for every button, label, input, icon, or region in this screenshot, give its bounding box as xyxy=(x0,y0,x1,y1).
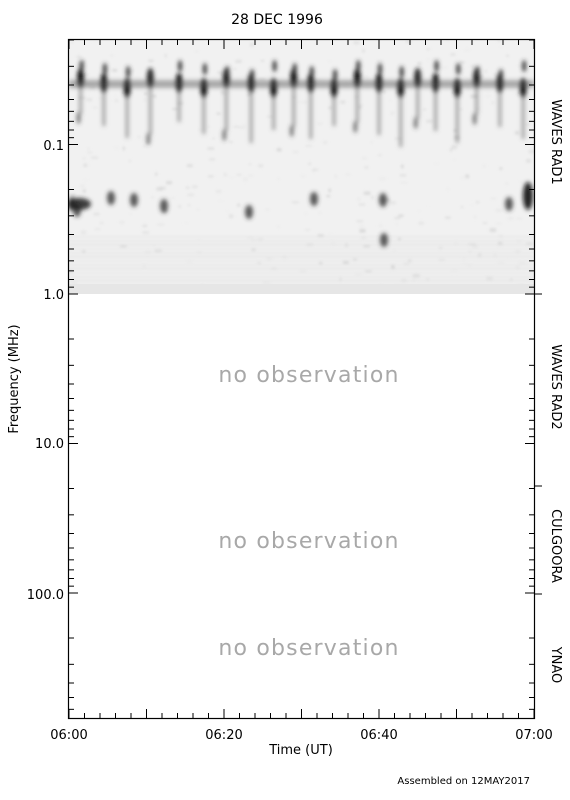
rad1-lower-edge xyxy=(69,284,534,294)
x-axis-title: Time (UT) xyxy=(268,743,333,758)
rad1-bursts xyxy=(69,60,534,247)
no-observation-ynao: no observation xyxy=(218,636,399,661)
y-tick-label-100.0: 100.0 xyxy=(27,588,64,603)
chart-title: 28 DEC 1996 xyxy=(231,12,323,28)
band-label-waves-rad2: WAVES RAD2 xyxy=(548,344,563,429)
no-observation-culgoora: no observation xyxy=(218,529,399,554)
band-label-culgoora: CULGOORA xyxy=(548,509,563,583)
assembled-date: Assembled on 12MAY2017 xyxy=(397,776,530,787)
rad1-background xyxy=(69,40,534,294)
plot-frame xyxy=(67,38,536,720)
x-tick-label-0640: 06:40 xyxy=(360,728,397,743)
y-tick-label-1.0: 1.0 xyxy=(43,288,64,303)
axis-ticks xyxy=(68,39,535,718)
x-tick-label-0700: 07:00 xyxy=(515,728,552,743)
x-tick-label-0600: 06:00 xyxy=(50,728,87,743)
band-label-ynao: YNAO xyxy=(548,646,563,684)
band-label-waves-rad1: WAVES RAD1 xyxy=(548,99,563,184)
y-tick-label-10.0: 10.0 xyxy=(35,437,64,452)
y-tick-label-0.1: 0.1 xyxy=(43,139,64,154)
no-observation-rad2: no observation xyxy=(218,363,399,388)
band-separators xyxy=(534,293,542,595)
rad1-spectrogram xyxy=(69,40,534,294)
y-axis-title: Frequency (MHz) xyxy=(7,324,22,433)
x-tick-label-0620: 06:20 xyxy=(205,728,242,743)
